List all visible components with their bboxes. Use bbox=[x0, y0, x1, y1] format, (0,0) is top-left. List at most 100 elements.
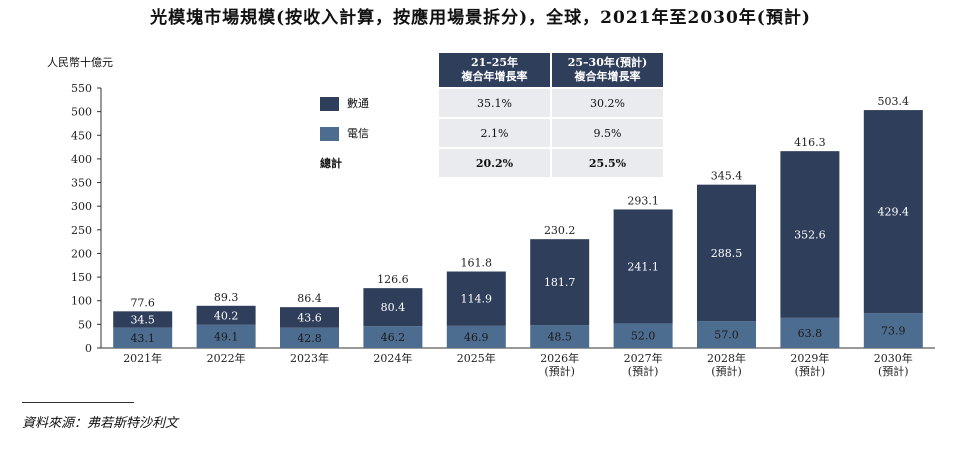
y-tick-label: 100 bbox=[71, 295, 92, 308]
cagr-total-2530: 25.5% bbox=[550, 147, 663, 177]
bar-value-label-telecom: 57.0 bbox=[714, 329, 739, 342]
table-row-telecom: 電信 2.1% 9.5% bbox=[320, 117, 663, 147]
bar-datacom bbox=[363, 288, 423, 327]
y-tick-label: 250 bbox=[71, 224, 92, 237]
y-tick-label: 350 bbox=[71, 177, 92, 190]
bar-value-label-telecom: 46.2 bbox=[381, 331, 406, 344]
bar-value-label-datacom: 40.2 bbox=[214, 309, 239, 322]
bar-total-label: 345.4 bbox=[711, 170, 743, 183]
bar-telecom bbox=[530, 325, 590, 348]
y-tick-label: 450 bbox=[71, 129, 92, 142]
source-divider bbox=[22, 402, 134, 403]
bar-value-label-telecom: 52.0 bbox=[631, 330, 656, 343]
stacked-bar-chart: 0 50 100 150 200 250 300 350 400 450 500 550 43.1 34.… bbox=[71, 82, 935, 378]
bar-total-label: 293.1 bbox=[627, 194, 659, 207]
x-category-label: 2025年 bbox=[457, 351, 496, 365]
bar-total-label: 161.8 bbox=[461, 257, 493, 270]
bar-value-label-datacom: 43.6 bbox=[297, 311, 322, 324]
x-category-label: 2021年 bbox=[123, 351, 162, 365]
cagr-telecom-2530: 9.5% bbox=[550, 117, 663, 147]
bar-total-label: 230.2 bbox=[544, 224, 576, 237]
y-tick-label: 150 bbox=[71, 271, 92, 284]
bar-datacom bbox=[780, 151, 840, 318]
bar-telecom bbox=[863, 313, 923, 348]
bar-datacom bbox=[863, 110, 923, 314]
total-label: 總計 bbox=[320, 147, 437, 177]
legend-datacom: 數通 bbox=[320, 87, 437, 117]
bar-total-label: 416.3 bbox=[794, 136, 826, 149]
legend-swatch-datacom bbox=[320, 97, 339, 111]
bar-datacom bbox=[446, 271, 506, 326]
bar-total-label: 503.4 bbox=[878, 95, 910, 108]
y-tick-label: 200 bbox=[71, 247, 92, 260]
x-category-label: (預計) bbox=[711, 364, 742, 378]
bar-datacom bbox=[113, 311, 173, 328]
cagr-datacom-2530: 30.2% bbox=[550, 87, 663, 117]
cagr-table: 21–25年 複合年增長率 25–30年(預計) 複合年增長率 數通 35.1%… bbox=[320, 53, 663, 177]
y-tick-label: 50 bbox=[78, 318, 92, 331]
legend-swatch-telecom bbox=[320, 127, 339, 141]
bar-datacom bbox=[613, 209, 673, 324]
cagr-telecom-2125: 2.1% bbox=[437, 117, 550, 147]
bar-value-label-telecom: 63.8 bbox=[798, 327, 823, 340]
bar-value-label-telecom: 73.9 bbox=[881, 325, 906, 338]
bar-value-label-datacom: 288.5 bbox=[711, 247, 743, 260]
cagr-datacom-2125: 35.1% bbox=[437, 87, 550, 117]
x-category-label: (預計) bbox=[795, 364, 826, 378]
bar-value-label-telecom: 48.5 bbox=[547, 331, 572, 344]
bar-value-label-datacom: 34.5 bbox=[130, 313, 155, 326]
y-tick-label: 400 bbox=[71, 153, 92, 166]
x-category-label: 2030年 bbox=[874, 351, 913, 365]
bar-value-label-datacom: 241.1 bbox=[627, 260, 659, 273]
y-tick-label: 300 bbox=[71, 200, 92, 213]
bar-value-label-datacom: 114.9 bbox=[461, 293, 493, 306]
x-category-label: 2028年 bbox=[707, 351, 746, 365]
bar-value-label-datacom: 181.7 bbox=[544, 276, 576, 289]
bar-datacom bbox=[196, 305, 256, 325]
y-tick-label: 0 bbox=[85, 342, 92, 355]
bar-total-label: 86.4 bbox=[297, 292, 322, 305]
bar-datacom bbox=[280, 307, 339, 328]
cagr-header-2125: 21–25年 複合年增長率 bbox=[437, 53, 550, 87]
bar-telecom bbox=[780, 317, 840, 348]
bar-total-label: 77.6 bbox=[130, 296, 155, 309]
y-tick-label: 550 bbox=[71, 82, 92, 95]
bar-value-label-telecom: 43.1 bbox=[130, 332, 155, 345]
x-category-label: (預計) bbox=[878, 364, 909, 378]
legend-label-datacom: 數通 bbox=[347, 97, 369, 110]
y-axis-label: 人民幣十億元 bbox=[47, 56, 113, 69]
cagr-header-2125-text: 21–25年 複合年增長率 bbox=[461, 56, 528, 83]
chart-title: 光模塊市場規模(按收入計算，按應用場景拆分)，全球，2021年至2030年(預計… bbox=[150, 8, 811, 28]
x-category-label: 2023年 bbox=[290, 351, 329, 365]
table-row-datacom: 數通 35.1% 30.2% bbox=[320, 87, 663, 117]
bar-telecom bbox=[446, 325, 506, 348]
bar-datacom bbox=[530, 239, 590, 326]
bar-value-label-datacom: 80.4 bbox=[381, 301, 406, 314]
table-row-total: 總計 20.2% 25.5% bbox=[320, 147, 663, 177]
bar-total-label: 89.3 bbox=[214, 291, 239, 304]
bar-value-label-telecom: 42.8 bbox=[297, 332, 322, 345]
bar-telecom bbox=[697, 321, 756, 348]
x-category-label: (預計) bbox=[544, 364, 575, 378]
x-category-label: 2022年 bbox=[207, 351, 246, 365]
bar-value-label-telecom: 49.1 bbox=[214, 330, 239, 343]
x-category-label: 2027年 bbox=[624, 351, 663, 365]
x-category-label: 2024年 bbox=[373, 351, 412, 365]
bar-value-label-telecom: 46.9 bbox=[464, 331, 489, 344]
bar-telecom bbox=[613, 323, 673, 348]
cagr-total-2125: 20.2% bbox=[437, 147, 550, 177]
bar-telecom bbox=[363, 326, 423, 348]
legend-telecom: 電信 bbox=[320, 117, 437, 147]
cagr-header-2530-text: 25–30年(預計) 複合年增長率 bbox=[567, 56, 648, 83]
bar-value-label-datacom: 429.4 bbox=[878, 206, 910, 219]
table-corner bbox=[320, 53, 437, 87]
y-tick-label: 500 bbox=[71, 106, 92, 119]
bar-total-label: 126.6 bbox=[377, 273, 409, 286]
source-note: 資料來源：弗若斯特沙利文 bbox=[22, 416, 179, 431]
x-category-label: 2029年 bbox=[790, 351, 829, 365]
x-category-label: 2026年 bbox=[540, 351, 579, 365]
bar-telecom bbox=[196, 324, 256, 348]
bar-value-label-datacom: 352.6 bbox=[794, 228, 826, 241]
bar-telecom bbox=[280, 327, 339, 348]
cagr-header-2530: 25–30年(預計) 複合年增長率 bbox=[550, 53, 663, 87]
